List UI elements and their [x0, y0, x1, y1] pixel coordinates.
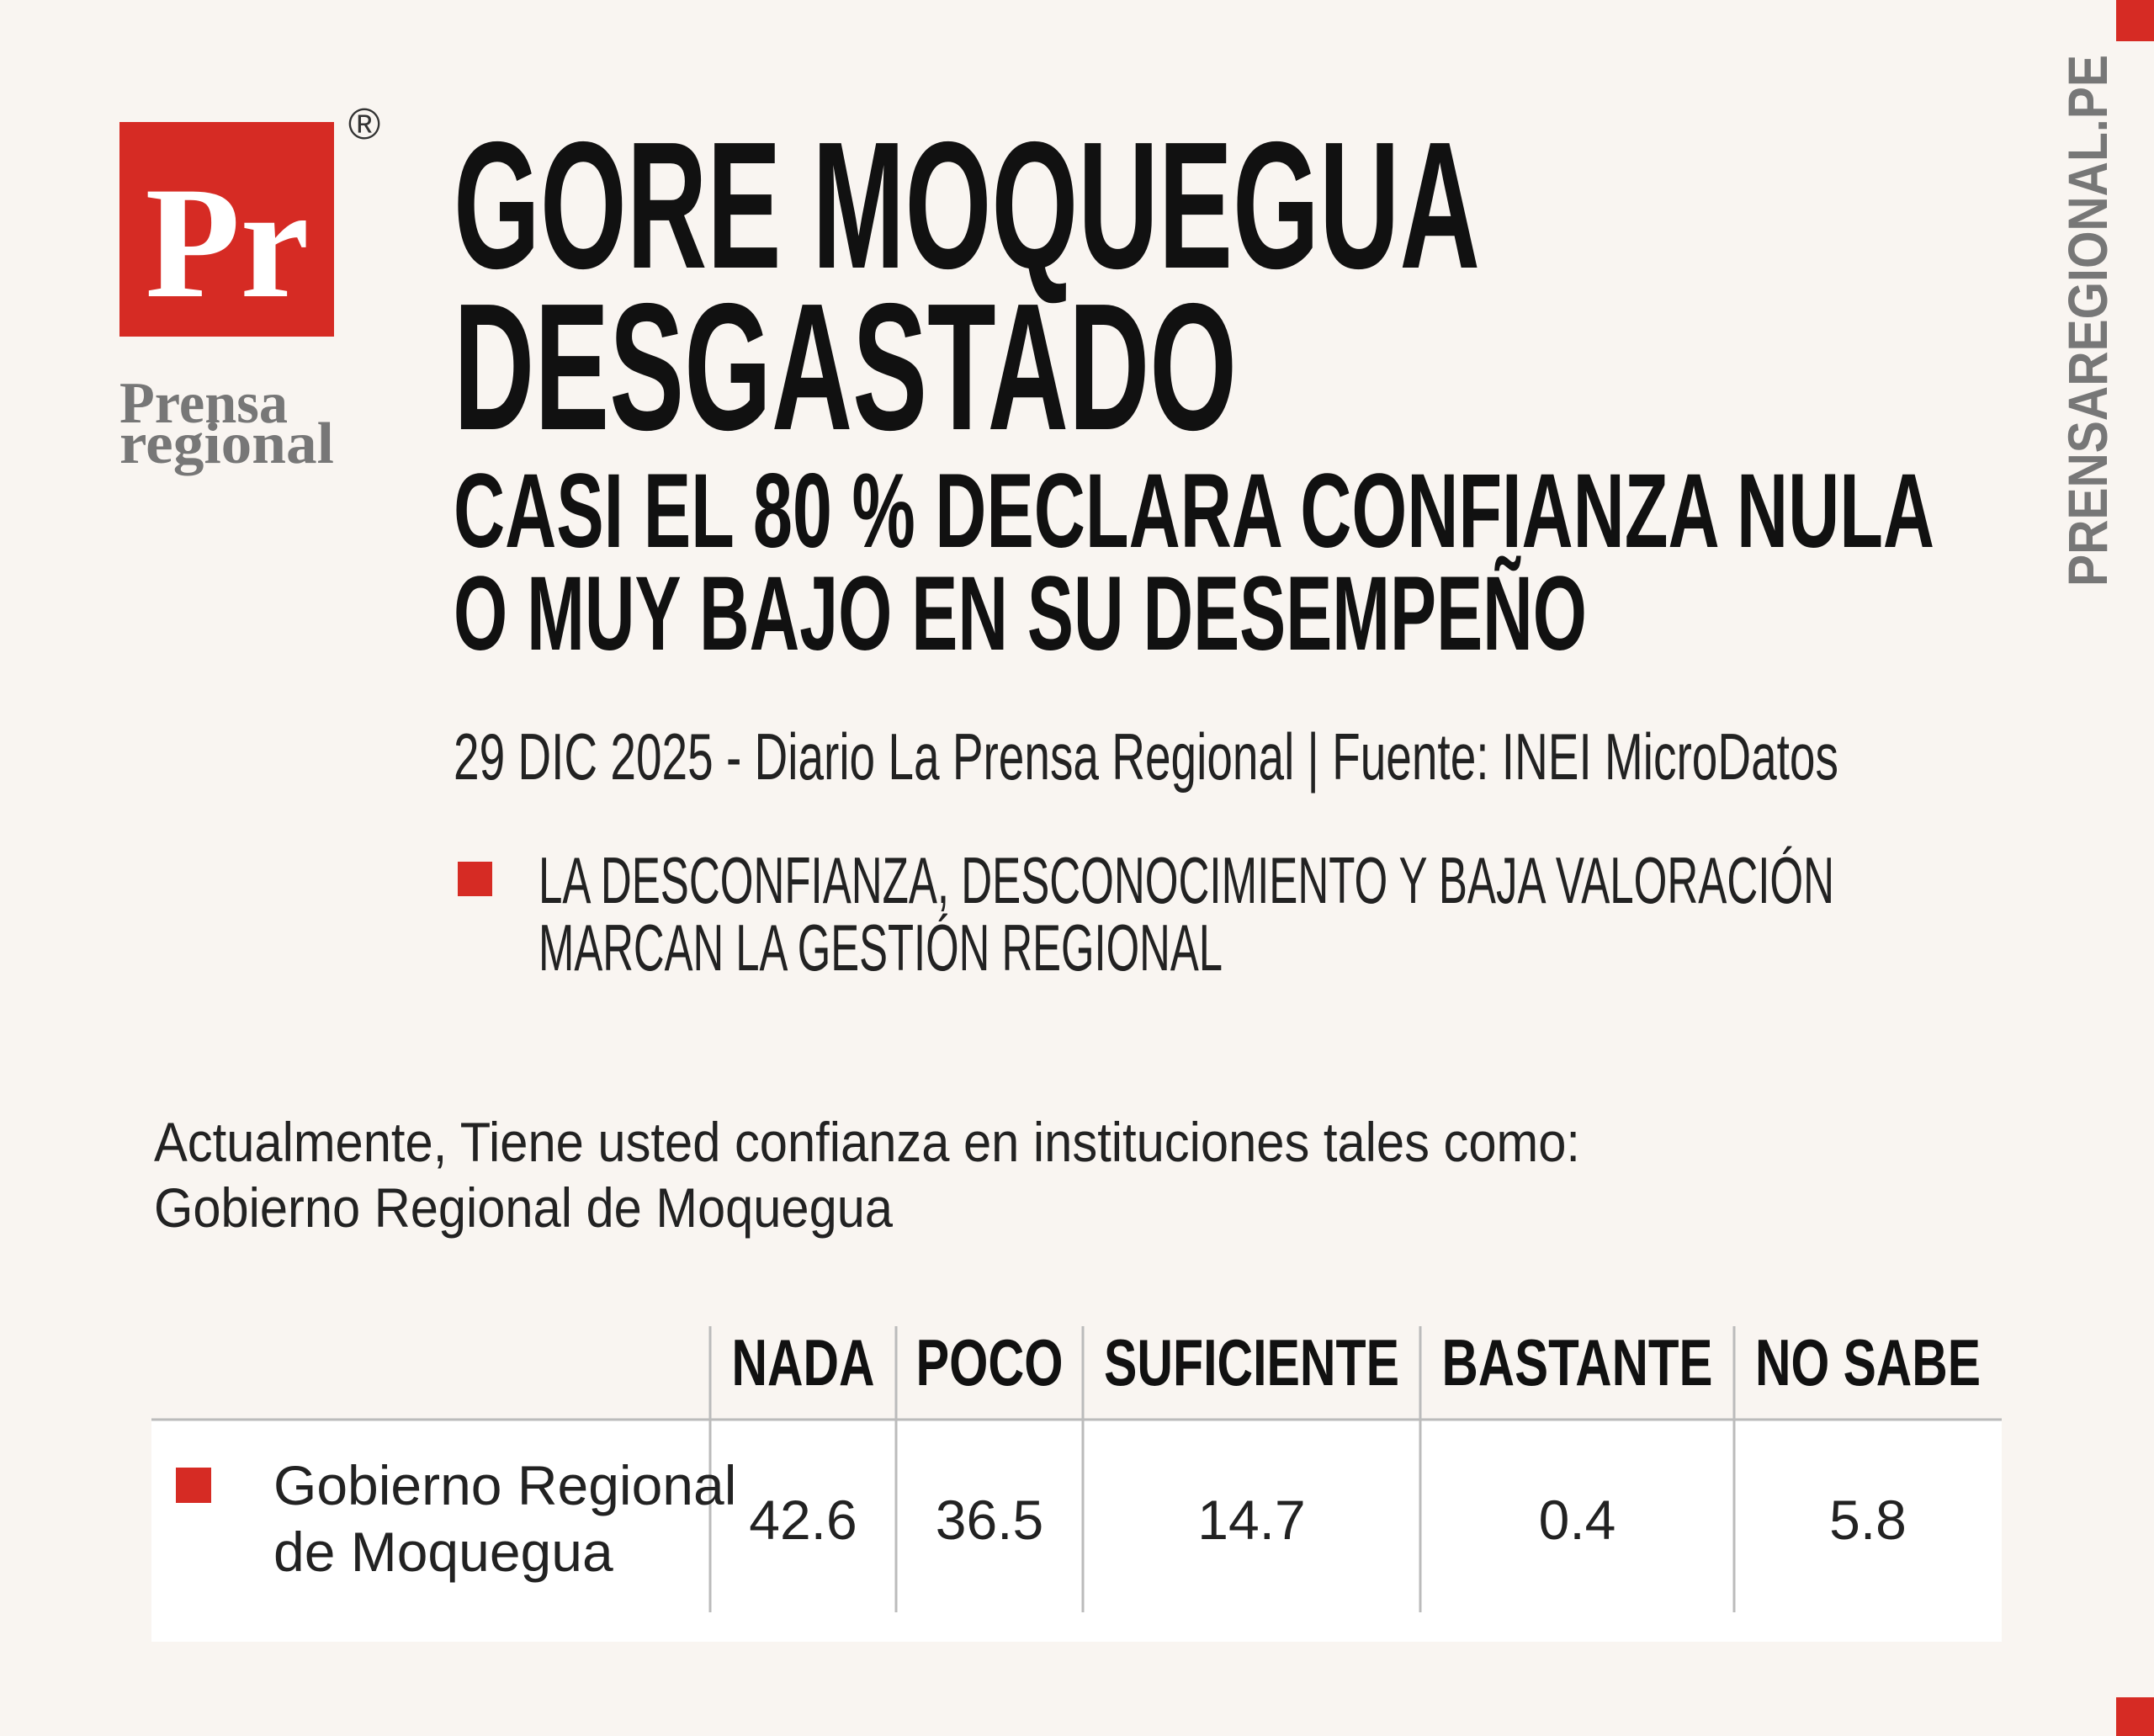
side-label: PRENSAREGIONAL.PE: [2056, 55, 2119, 587]
column-header: SUFICIENTE: [1104, 1325, 1399, 1399]
table: NADA POCO SUFICIENTE BASTANTE NO SABE Gobiern…: [176, 1325, 1981, 1612]
cell-value: 0.4: [1539, 1489, 1616, 1551]
column-header: NADA: [732, 1325, 875, 1399]
highlight: MARCAN LA GESTIÓN REGIONAL: [538, 910, 1223, 985]
row-label: Gobierno Regional: [273, 1454, 736, 1516]
subtitle: CASI EL 80 % DECLARA CONFIANZA NULA: [454, 453, 1934, 570]
logo-registered: ®: [348, 100, 380, 149]
column-header: NO SABE: [1755, 1325, 1981, 1399]
cell-value: 42.6: [749, 1489, 857, 1551]
cell-value: 36.5: [936, 1489, 1043, 1551]
cell-value: 5.8: [1829, 1489, 1907, 1551]
logo-name: regional: [119, 411, 334, 476]
column-header: BASTANTE: [1442, 1325, 1713, 1399]
row-bullet: [176, 1468, 211, 1503]
logo-mark: Pr: [146, 155, 310, 332]
title: DESGASTADO: [454, 265, 1237, 468]
subtitle: O MUY BAJO EN SU DESEMPEÑO: [454, 555, 1587, 672]
logo-name: Prensa: [119, 371, 288, 436]
cell-value: 14.7: [1197, 1489, 1305, 1551]
bullet: [458, 862, 492, 896]
question: Actualmente, Tiene usted confianza en in…: [154, 1111, 1580, 1173]
corner-bar: [2116, 1697, 2154, 1736]
highlight: LA DESCONFIANZA, DESCONOCIMIENTO Y BAJA …: [538, 843, 1834, 917]
table-row-bg: [151, 1420, 2002, 1642]
title: GORE MOQUEGUA: [454, 104, 1480, 306]
row-label: de Moquegua: [273, 1521, 613, 1583]
question: Gobierno Regional de Moquegua: [154, 1176, 893, 1239]
dateline: 29 DIC 2025 - Diario La Prensa Regional …: [454, 719, 1838, 794]
logo-box: [119, 122, 334, 337]
corner-bar: [2116, 0, 2154, 41]
column-header: POCO: [916, 1325, 1064, 1399]
